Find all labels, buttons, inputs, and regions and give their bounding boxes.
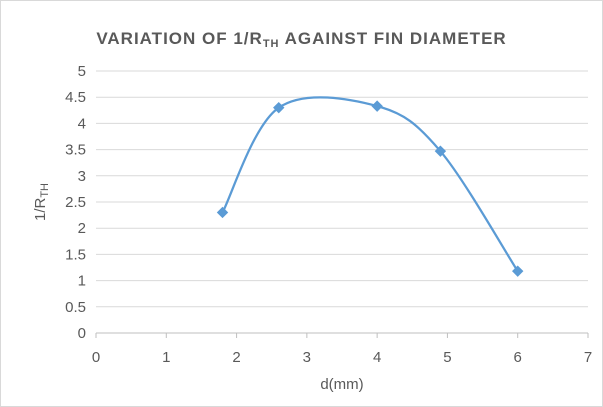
data-point-2 — [371, 100, 383, 112]
series — [216, 96, 524, 277]
chart-title: VARIATION OF 1/RTH AGAINST FIN DIAMETER — [1, 29, 602, 50]
x-tick-label-0: 0 — [92, 349, 100, 366]
x-tick-label-7: 7 — [584, 349, 592, 366]
y-tick-label-4: 2 — [78, 220, 86, 237]
y-tick-label-2: 1 — [78, 273, 86, 290]
x-tick-label-2: 2 — [232, 349, 240, 366]
data-point-4 — [512, 265, 524, 277]
tick-labels: 0 0.5 1 1.5 2 2.5 3 3.5 4 4.5 5 0 1 2 3 4 5 6 7 — [65, 63, 592, 366]
data-point-0 — [216, 206, 229, 219]
gridlines — [96, 70, 588, 308]
data-point-1 — [273, 101, 285, 114]
data-point-3 — [434, 145, 447, 157]
y-tick-label-8: 4 — [78, 115, 86, 132]
x-axis-title: d(mm) — [320, 376, 363, 393]
y-tick-label-7: 3.5 — [65, 142, 86, 159]
y-tick-label-9: 4.5 — [65, 89, 86, 106]
chart-title-main: VARIATION OF 1/R — [96, 29, 263, 48]
chart-title-subscript: TH — [262, 38, 280, 50]
y-tick-label-0: 0 — [78, 325, 86, 342]
chart-title-rest: AGAINST FIN DIAMETER — [279, 29, 507, 48]
x-tick-label-3: 3 — [303, 349, 311, 366]
y-tick-label-1: 0.5 — [65, 299, 86, 316]
y-axis-title-subscript: TH — [39, 183, 51, 198]
y-axis-title: 1/RTH — [32, 183, 51, 221]
y-tick-label-5: 2.5 — [65, 194, 86, 211]
x-tick-label-6: 6 — [514, 349, 522, 366]
y-tick-label-10: 5 — [78, 63, 86, 80]
y-tick-label-6: 3 — [78, 168, 86, 185]
y-axis-title-main: 1/R — [32, 197, 49, 221]
axes — [95, 332, 589, 338]
x-tick-label-1: 1 — [162, 349, 170, 366]
x-tick-label-5: 5 — [443, 349, 451, 366]
x-tick-label-4: 4 — [373, 349, 381, 366]
y-tick-label-3: 1.5 — [65, 246, 86, 263]
